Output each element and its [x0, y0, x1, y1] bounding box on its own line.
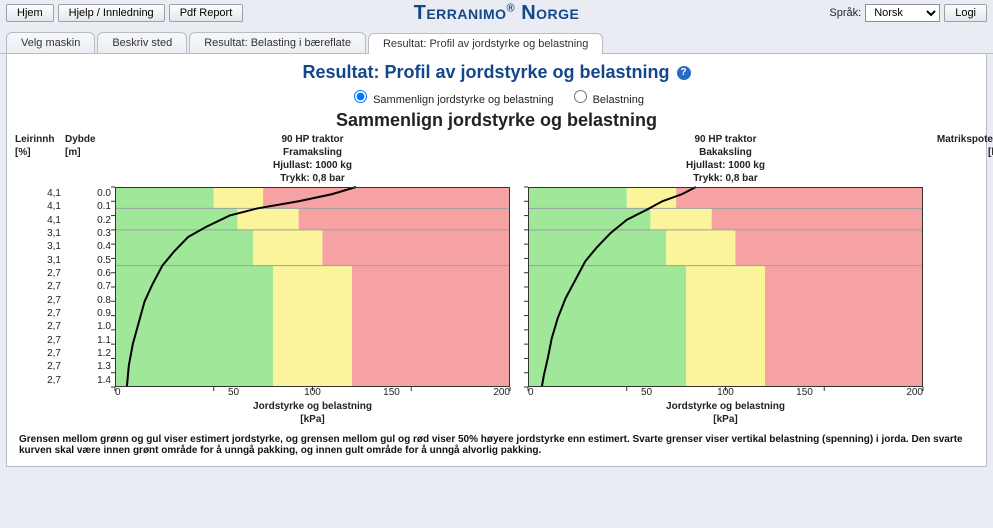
language-label: Språk: — [829, 7, 861, 19]
x-axis-label-left: Jordstyrke og belastning[kPa] — [115, 400, 510, 426]
radio-load[interactable] — [574, 90, 587, 103]
chart-left-subtitle: 90 HP traktorFramakslingHjullast: 1000 k… — [115, 133, 510, 187]
x-ticks-right: 050100150200 — [528, 387, 923, 398]
chart-right — [528, 187, 923, 387]
radio-load-text: Belastning — [593, 94, 644, 106]
radio-load-label[interactable]: Belastning — [569, 94, 644, 106]
x-ticks-left: 050100150200 — [115, 387, 510, 398]
matriks-column: 505050505050505050505050505050 — [923, 187, 993, 387]
help-icon[interactable]: ? — [677, 66, 691, 80]
radio-compare-text: Sammenlign jordstyrke og belastning — [373, 94, 553, 106]
left-axis1-header: Leirinnh[%] — [15, 133, 65, 187]
x-axis-label-right: Jordstyrke og belastning[kPa] — [528, 400, 923, 426]
lei-column: 4,14,14,13,13,13,12,72,72,72,72,72,72,72… — [15, 187, 65, 387]
language-select[interactable]: Norsk — [865, 4, 940, 22]
app-title-sup: ® — [507, 2, 516, 14]
section-title-text: Resultat: Profil av jordstyrke og belast… — [302, 62, 669, 82]
footnote: Grensen mellom grønn og gul viser estime… — [15, 426, 978, 456]
chart-left — [115, 187, 510, 387]
chart-right-subtitle: 90 HP traktorBakakslingHjullast: 1000 kg… — [528, 133, 923, 187]
app-title-b: Norge — [515, 2, 579, 24]
right-axis-header: Matrikspotensia[hPa] — [923, 133, 993, 187]
tab-result-profile[interactable]: Resultat: Profil av jordstyrke og belast… — [368, 33, 603, 54]
tab-select-machine[interactable]: Velg maskin — [6, 32, 95, 53]
depth-column: 0.00.10.20.30.40.50.60.70.80.91.01.11.21… — [65, 187, 115, 387]
app-title-a: Terranimo — [414, 2, 507, 24]
left-axis2-header: Dybde[m] — [65, 133, 115, 187]
tab-describe-site[interactable]: Beskriv sted — [97, 32, 187, 53]
tab-result-bearing[interactable]: Resultat: Belasting i bæreflate — [189, 32, 366, 53]
result-panel: Resultat: Profil av jordstyrke og belast… — [6, 54, 987, 467]
pdf-report-button[interactable]: Pdf Report — [169, 4, 244, 22]
home-button[interactable]: Hjem — [6, 4, 54, 22]
radio-compare-label[interactable]: Sammenlign jordstyrke og belastning — [349, 94, 553, 106]
tab-bar: Velg maskin Beskriv sted Resultat: Belas… — [0, 32, 993, 54]
app-title: Terranimo® Norge — [414, 2, 580, 25]
login-button[interactable]: Logi — [944, 4, 987, 22]
help-button[interactable]: Hjelp / Innledning — [58, 4, 165, 22]
view-radios: Sammenlign jordstyrke og belastning Bela… — [15, 87, 978, 106]
section-title: Resultat: Profil av jordstyrke og belast… — [15, 62, 978, 83]
chart-main-title: Sammenlign jordstyrke og belastning — [15, 110, 978, 131]
radio-compare[interactable] — [354, 90, 367, 103]
